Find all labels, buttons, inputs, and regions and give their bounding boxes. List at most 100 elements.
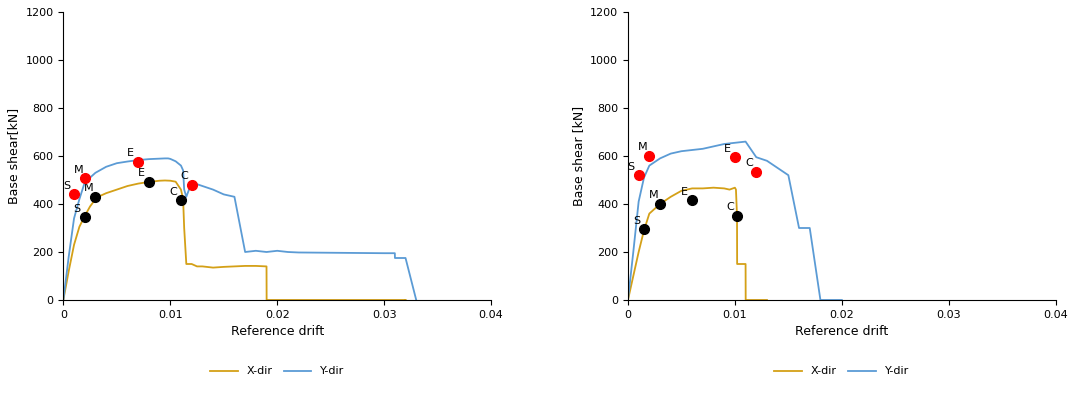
X-dir bbox=[271, 298, 284, 302]
Y-dir bbox=[621, 298, 634, 302]
Y-dir bbox=[161, 156, 174, 161]
Y-dir bbox=[143, 157, 156, 162]
X-dir bbox=[271, 298, 284, 302]
Text: E: E bbox=[723, 144, 731, 154]
Y-dir bbox=[158, 156, 171, 161]
Y-dir bbox=[239, 250, 252, 254]
Text: E: E bbox=[127, 148, 134, 158]
Y-dir bbox=[249, 248, 262, 253]
X-dir bbox=[121, 184, 134, 188]
Y-dir bbox=[654, 156, 666, 161]
Y-dir bbox=[282, 250, 295, 254]
X-dir bbox=[686, 186, 699, 191]
Text: M: M bbox=[73, 164, 83, 174]
Y-dir bbox=[169, 159, 182, 164]
Y-dir bbox=[174, 163, 187, 168]
Legend: X-dir, Y-dir: X-dir, Y-dir bbox=[205, 362, 349, 381]
Y-dir bbox=[89, 170, 102, 175]
X-dir bbox=[177, 226, 190, 230]
Y-dir bbox=[78, 180, 91, 185]
X-dir bbox=[89, 197, 102, 202]
X-dir bbox=[206, 265, 219, 270]
Y-dir bbox=[132, 158, 145, 162]
Y-dir bbox=[825, 298, 837, 302]
Y-dir bbox=[675, 149, 688, 154]
Y-dir bbox=[637, 175, 650, 180]
X-dir bbox=[62, 269, 75, 274]
X-dir bbox=[723, 187, 736, 192]
X-dir bbox=[260, 264, 273, 269]
Y-dir bbox=[792, 226, 805, 230]
Y-dir bbox=[729, 140, 742, 145]
Line: Y-dir: Y-dir bbox=[63, 158, 416, 300]
Y-dir bbox=[217, 192, 230, 197]
Y-axis label: Base shear [kN]: Base shear [kN] bbox=[572, 106, 585, 206]
X-dir bbox=[73, 224, 86, 229]
Y-dir bbox=[176, 168, 189, 173]
Text: M: M bbox=[639, 142, 648, 152]
X-dir bbox=[249, 264, 262, 268]
X-dir bbox=[176, 197, 189, 202]
X-dir bbox=[731, 262, 744, 266]
X-dir bbox=[228, 264, 241, 269]
X-axis label: Reference drift: Reference drift bbox=[796, 325, 888, 338]
Text: C: C bbox=[181, 171, 188, 181]
Y-dir bbox=[740, 139, 752, 144]
Y-dir bbox=[271, 248, 284, 253]
X-dir bbox=[217, 264, 230, 269]
X-dir bbox=[68, 242, 81, 247]
X-dir bbox=[153, 178, 166, 183]
Y-dir bbox=[163, 156, 176, 161]
Y-dir bbox=[782, 173, 794, 178]
Y-dir bbox=[835, 298, 848, 302]
Y-dir bbox=[196, 184, 209, 188]
X-dir bbox=[740, 298, 752, 302]
Text: S: S bbox=[63, 181, 70, 191]
Y-dir bbox=[627, 250, 640, 254]
Text: E: E bbox=[680, 187, 688, 197]
X-dir bbox=[675, 188, 688, 193]
Y-dir bbox=[177, 187, 190, 192]
X-dir bbox=[637, 228, 650, 233]
Text: S: S bbox=[73, 204, 81, 214]
Text: M: M bbox=[649, 190, 659, 200]
Legend: X-dir, Y-dir: X-dir, Y-dir bbox=[770, 362, 914, 381]
X-dir bbox=[730, 187, 743, 192]
Text: M: M bbox=[84, 183, 94, 193]
Y-dir bbox=[643, 163, 656, 168]
Y-dir bbox=[100, 164, 113, 169]
X-dir bbox=[169, 179, 182, 184]
Y-dir bbox=[138, 157, 150, 162]
X-dir bbox=[654, 202, 666, 206]
Text: S: S bbox=[628, 162, 634, 172]
X-dir bbox=[731, 214, 744, 218]
X-dir bbox=[707, 185, 720, 190]
Text: C: C bbox=[726, 202, 733, 212]
X-dir bbox=[239, 264, 252, 268]
X-dir bbox=[185, 262, 198, 266]
X-dir bbox=[643, 211, 656, 216]
Y-dir bbox=[632, 199, 645, 204]
Y-dir bbox=[771, 166, 784, 170]
Y-dir bbox=[127, 158, 140, 163]
X-dir bbox=[143, 180, 156, 184]
X-dir bbox=[260, 298, 273, 302]
X-dir bbox=[174, 187, 187, 192]
Y-dir bbox=[180, 194, 192, 199]
X-dir bbox=[100, 191, 113, 196]
X-dir bbox=[399, 298, 412, 302]
X-dir bbox=[158, 178, 171, 183]
X-dir bbox=[664, 194, 677, 199]
Y-dir bbox=[718, 142, 731, 146]
Line: Y-dir: Y-dir bbox=[628, 142, 842, 300]
Y-dir bbox=[206, 187, 219, 192]
X-dir bbox=[190, 264, 203, 269]
X-dir bbox=[399, 298, 412, 302]
X-dir bbox=[196, 264, 209, 269]
Y-dir bbox=[377, 251, 390, 256]
Line: X-dir: X-dir bbox=[63, 180, 405, 300]
X-dir bbox=[132, 181, 145, 186]
Y-dir bbox=[664, 151, 677, 156]
Text: C: C bbox=[745, 158, 752, 168]
Y-dir bbox=[228, 194, 241, 199]
